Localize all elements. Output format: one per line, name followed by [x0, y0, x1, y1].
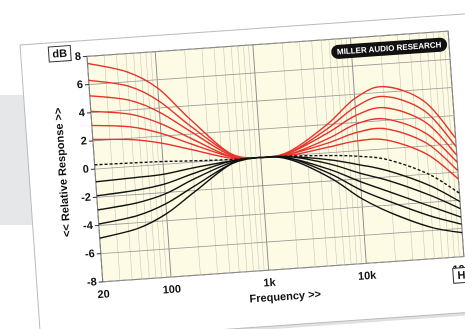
y-tick-label: -4 — [83, 220, 94, 233]
x-tick-label: 10k — [358, 270, 378, 283]
y-tick-label: -8 — [87, 276, 98, 289]
x-tick-label: 1k — [263, 277, 277, 290]
y-tick-label: 0 — [82, 163, 89, 175]
x-tick-label: 20 — [97, 288, 110, 301]
y-tick-label: -6 — [85, 248, 96, 261]
y-tick-label: 6 — [76, 79, 83, 91]
x-tick-label: 100 — [162, 283, 181, 296]
y-tick-label: 8 — [74, 51, 81, 63]
logo-badge — [331, 37, 448, 59]
x-axis-title: Frequency >> — [249, 289, 321, 306]
curves — [87, 62, 463, 239]
grid-line — [86, 30, 449, 57]
grid-line — [88, 58, 451, 85]
y-unit: dB — [52, 48, 68, 61]
grid-line — [100, 227, 462, 255]
x-unit: Hz — [457, 269, 465, 282]
grid-line — [96, 171, 459, 198]
y-tick-label: 2 — [80, 135, 87, 147]
response-curve — [99, 156, 463, 239]
grid-line — [102, 256, 464, 283]
unit-box — [47, 44, 72, 63]
grid-line — [98, 199, 460, 226]
y-tick-label: 4 — [78, 107, 86, 119]
y-tick-label: -2 — [81, 192, 92, 205]
